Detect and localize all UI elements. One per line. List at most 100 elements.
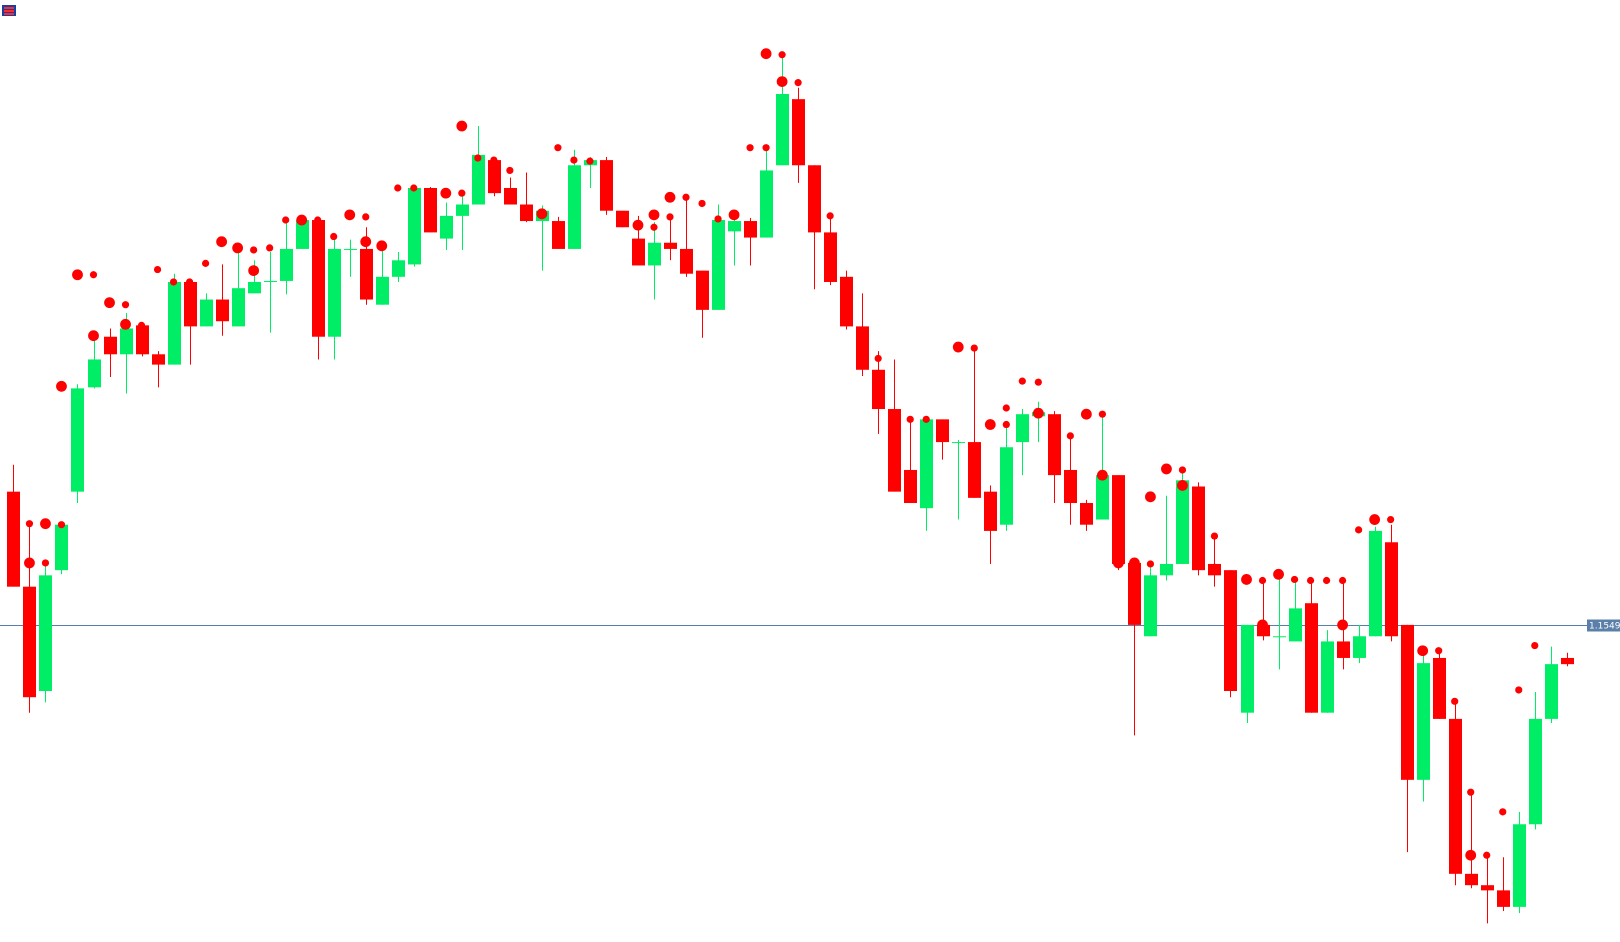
candle <box>760 144 773 238</box>
candle-body <box>488 160 501 194</box>
candle-body <box>264 280 277 282</box>
candle-body <box>1465 873 1478 886</box>
signal-dot <box>1209 563 1220 575</box>
signal-dot <box>1177 480 1188 491</box>
candle-body <box>808 165 821 233</box>
candle <box>1449 702 1462 886</box>
signal-dot <box>376 240 388 252</box>
signal-dot <box>1032 407 1044 419</box>
signal-dot <box>490 156 498 164</box>
candle <box>1321 630 1334 713</box>
signal-dot <box>1337 619 1348 631</box>
signal-dot <box>394 184 402 192</box>
candle-body <box>1064 469 1077 504</box>
candle <box>552 216 565 249</box>
candle <box>1545 646 1558 724</box>
signal-dot <box>778 51 786 59</box>
candle <box>1433 653 1446 719</box>
candle <box>1112 475 1125 571</box>
signal-dot <box>746 144 754 152</box>
candle-body <box>1529 718 1542 825</box>
candle-body <box>1096 475 1109 520</box>
candle <box>152 351 165 388</box>
candle <box>872 351 885 434</box>
signal-dot <box>40 518 51 530</box>
candle-body <box>376 276 389 305</box>
signal-dot <box>1435 647 1443 655</box>
signal-dot <box>153 265 162 274</box>
candle-body <box>728 221 741 232</box>
signal-dot <box>89 271 98 279</box>
candle <box>1465 791 1478 889</box>
signal-dot <box>952 341 964 353</box>
candle-body <box>1224 570 1237 692</box>
signal-dot <box>314 216 322 224</box>
candle-body <box>936 419 949 443</box>
candle-body <box>23 586 36 698</box>
candle-body <box>1497 890 1510 907</box>
candle-body <box>1289 608 1302 642</box>
candle-body <box>840 276 853 327</box>
candle <box>1257 583 1270 641</box>
candle <box>408 185 421 267</box>
candle-body <box>1433 657 1446 719</box>
signal-dot <box>169 278 178 286</box>
candle <box>1289 581 1302 642</box>
candle-body <box>1481 885 1494 891</box>
signal-dot <box>1146 560 1155 568</box>
candle-body <box>984 491 997 531</box>
candle-body <box>1449 718 1462 874</box>
candle-body <box>664 242 677 249</box>
candle <box>936 419 949 460</box>
candle-body <box>312 220 325 337</box>
candle <box>1096 416 1109 520</box>
candle <box>1241 624 1254 724</box>
signal-dot <box>714 215 722 223</box>
signal-dot <box>72 269 83 281</box>
candle-body <box>1369 530 1382 637</box>
candle-body <box>904 469 917 504</box>
signal-dot <box>1322 576 1331 585</box>
candle-body <box>344 248 357 250</box>
candle-body <box>1192 486 1205 571</box>
candle <box>71 384 84 504</box>
candle <box>1529 692 1542 830</box>
signal-dot <box>201 259 210 267</box>
signal-dot <box>1034 378 1042 386</box>
candle <box>888 359 901 492</box>
candle-body <box>1257 624 1270 637</box>
candle <box>792 87 805 183</box>
signal-dot <box>794 79 802 87</box>
signal-dot <box>1066 432 1074 440</box>
signal-dot <box>121 301 130 309</box>
candle-body <box>1513 824 1526 907</box>
candle-body <box>1016 414 1029 443</box>
candle-body <box>424 187 437 233</box>
icon-bar <box>4 13 14 15</box>
candle <box>1160 495 1173 581</box>
candle <box>280 222 293 295</box>
signal-dot <box>984 419 996 430</box>
signal-dot <box>728 209 740 221</box>
candle-body <box>1321 641 1334 713</box>
candle-body <box>552 221 565 249</box>
signal-dot <box>682 193 690 201</box>
candle-body <box>1160 563 1173 576</box>
candle <box>1273 574 1286 670</box>
signal-dot <box>440 187 452 199</box>
candle-body <box>1385 542 1398 637</box>
candle <box>344 239 357 277</box>
candle-body <box>328 248 341 337</box>
candle-body <box>296 220 309 249</box>
signal-dot <box>120 318 131 330</box>
candle-body <box>1000 447 1013 525</box>
price-label-box <box>1587 619 1620 632</box>
candle <box>1016 409 1029 476</box>
candle <box>696 270 709 338</box>
candle-body <box>1080 503 1093 525</box>
signal-dot <box>1467 788 1475 796</box>
signal-dot <box>1417 645 1429 657</box>
candle-body <box>136 325 149 355</box>
candle-body <box>1273 636 1286 638</box>
candle <box>600 157 613 215</box>
